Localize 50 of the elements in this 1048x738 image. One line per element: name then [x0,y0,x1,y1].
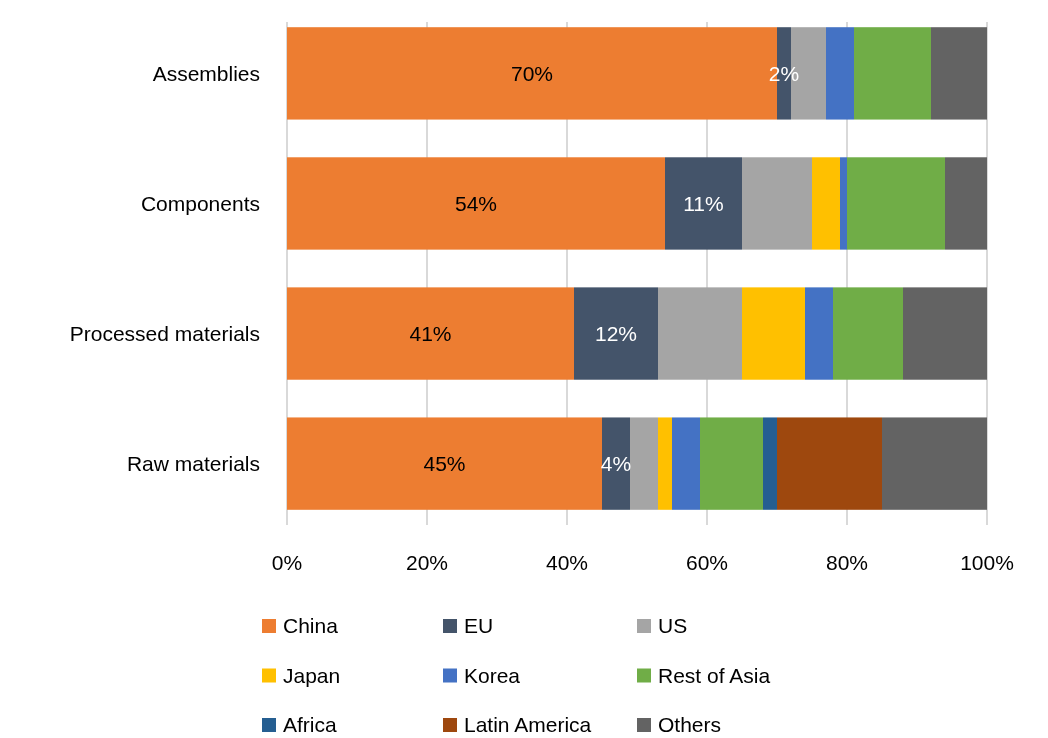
bar [903,287,987,380]
bar [931,27,987,120]
bar [658,417,672,510]
bar [812,157,840,250]
x-tick-label: 80% [825,551,869,574]
bar [665,157,742,250]
bar [945,157,987,250]
legend-label: Rest of Asia [658,663,771,687]
bar [840,157,847,250]
bar [700,417,763,510]
y-tick-label: Raw materials [126,451,260,475]
x-tick-label: 0% [271,551,303,574]
legend-label: China [283,614,339,638]
bar [672,417,700,510]
legend-label: Africa [283,713,337,737]
x-tick-label: 100% [960,551,1014,574]
data-label: 70% [510,61,554,85]
bar [854,27,931,120]
bar [763,417,777,510]
x-tick-label: 60% [685,551,729,574]
bar [742,287,805,380]
bar [630,417,658,510]
bar [882,417,987,510]
x-tick-label: 20% [405,551,449,574]
data-label: 45% [423,451,466,475]
bar [826,27,854,120]
legend-label: EU [464,614,494,638]
data-label: 41% [409,321,452,345]
y-tick-label: Processed materials [69,321,260,345]
legend-label: Others [658,713,722,737]
bar [658,287,742,380]
legend-label: Latin America [464,713,592,737]
bar [742,157,812,250]
data-label: 54% [454,191,498,215]
data-label: 11% [683,191,724,215]
data-label: 12% [594,321,638,345]
legend-label: Korea [464,663,521,687]
bar [287,157,665,250]
y-tick-label: Components [140,191,260,215]
bar [574,287,658,380]
bar [805,287,833,380]
y-tick-label: Assemblies [152,61,260,85]
x-tick-label: 40% [545,551,589,574]
bar [833,287,903,380]
legend-label: Japan [283,663,341,687]
legend-label: US [658,614,688,638]
bar [287,287,574,380]
bar [777,417,882,510]
bar [847,157,945,250]
bar [287,417,602,510]
